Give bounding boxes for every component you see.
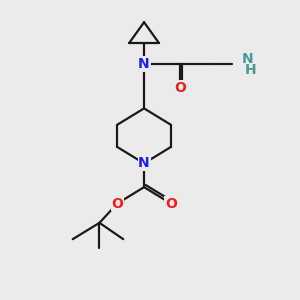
Text: O: O [111,196,123,211]
Text: O: O [165,196,177,211]
Text: N: N [138,57,150,71]
Text: O: O [174,81,186,94]
Text: H: H [245,63,257,77]
Text: N: N [242,52,254,66]
Text: N: N [138,156,150,170]
